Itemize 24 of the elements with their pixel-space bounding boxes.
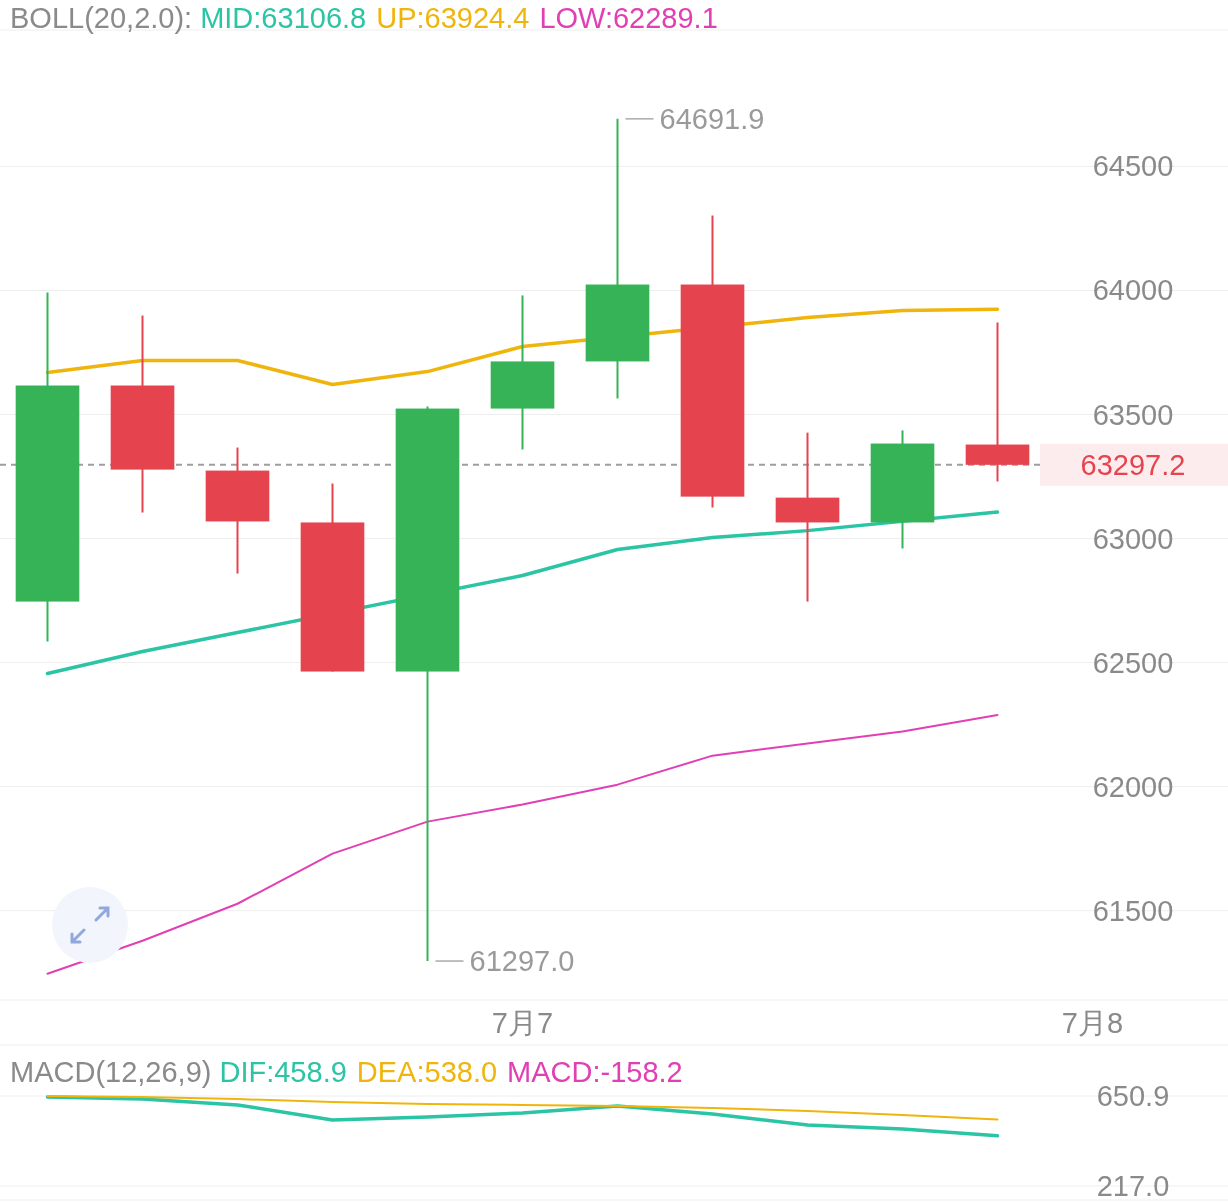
y-tick-label: 64500 <box>1092 150 1174 183</box>
candlestick <box>965 321 1030 483</box>
line-series <box>46 1094 999 1121</box>
candlestick <box>775 431 840 603</box>
chart-title: BOLL(20,2.0): <box>10 2 193 34</box>
y-tick-label: 650.9 <box>1096 1080 1170 1112</box>
y-tick-label: 62000 <box>1092 770 1174 803</box>
y-tick-label: 63000 <box>1092 522 1174 555</box>
x-tick-label: 7月7 <box>491 1007 554 1039</box>
line-series <box>46 713 999 975</box>
ref-line-label: 63297.2 <box>1080 448 1186 481</box>
legend: MID:63106.8 UP:63924.4 LOW:62289.1 <box>200 2 718 34</box>
y-tick-label: 217.0 <box>1096 1170 1170 1202</box>
y-tick-label: 64000 <box>1092 274 1174 307</box>
annotation: MACD:-158.2 <box>507 1056 683 1088</box>
line-series <box>45 1095 1000 1138</box>
y-tick-label: 61500 <box>1092 894 1174 927</box>
y-tick-label: 62500 <box>1092 646 1174 679</box>
chart-title: MACD(12,26,9) <box>10 1056 212 1088</box>
annotation: 61297.0 <box>469 945 575 978</box>
legend: DIF:458.9 DEA:538.0 <box>219 1056 498 1088</box>
x-tick-label: 7月8 <box>1061 1007 1124 1039</box>
y-tick-label: 63500 <box>1092 398 1174 431</box>
annotation: 64691.9 <box>659 102 765 135</box>
